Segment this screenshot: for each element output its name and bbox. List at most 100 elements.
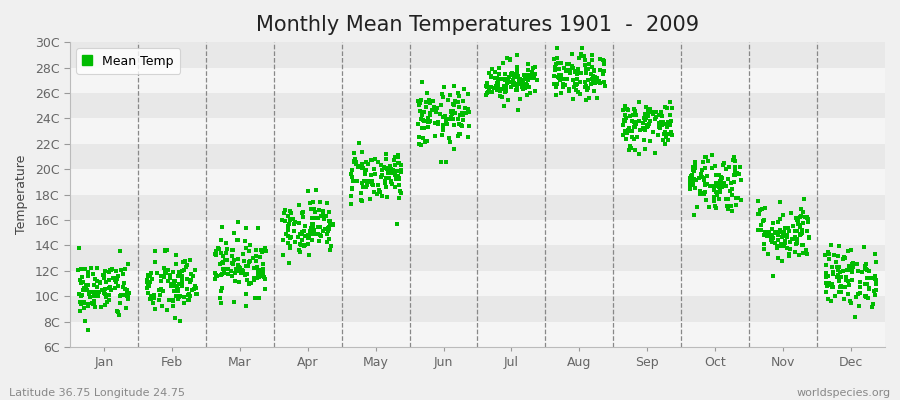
- Point: [166, 296, 180, 303]
- Point: [392, 160, 406, 166]
- Point: [490, 75, 504, 82]
- Point: [518, 76, 532, 82]
- Point: [86, 271, 100, 277]
- Point: [234, 268, 248, 274]
- Point: [710, 192, 724, 199]
- Point: [728, 158, 742, 164]
- Point: [275, 236, 290, 243]
- Point: [436, 114, 450, 120]
- Point: [789, 217, 804, 224]
- Point: [283, 245, 297, 251]
- Point: [522, 84, 536, 90]
- Point: [412, 108, 427, 114]
- Point: [479, 91, 493, 98]
- Point: [503, 57, 517, 64]
- Point: [628, 120, 643, 127]
- Point: [780, 224, 795, 231]
- Point: [374, 189, 388, 195]
- Point: [689, 176, 704, 183]
- Point: [305, 220, 320, 227]
- Point: [295, 237, 310, 243]
- Point: [628, 119, 643, 126]
- Point: [180, 276, 194, 282]
- Point: [392, 175, 406, 181]
- Point: [367, 166, 382, 172]
- Point: [345, 184, 359, 191]
- Point: [819, 271, 833, 278]
- Point: [257, 286, 272, 292]
- Point: [659, 121, 673, 127]
- Point: [344, 201, 358, 207]
- Point: [853, 290, 868, 297]
- Point: [846, 262, 860, 268]
- Point: [662, 122, 677, 128]
- Point: [225, 253, 239, 260]
- Point: [586, 72, 600, 79]
- Point: [832, 264, 846, 270]
- Point: [617, 118, 632, 124]
- Point: [584, 76, 598, 82]
- Point: [283, 235, 297, 242]
- Point: [556, 81, 571, 87]
- Point: [446, 102, 461, 108]
- Point: [778, 238, 793, 244]
- Point: [437, 113, 452, 119]
- Point: [778, 232, 793, 239]
- Point: [483, 73, 498, 80]
- Point: [548, 84, 562, 90]
- Point: [833, 283, 848, 290]
- Point: [574, 45, 589, 51]
- Point: [462, 109, 476, 115]
- Point: [858, 262, 872, 269]
- Point: [230, 236, 244, 243]
- Point: [77, 300, 92, 306]
- Point: [658, 129, 672, 135]
- Point: [579, 97, 593, 103]
- Point: [209, 272, 223, 278]
- Point: [112, 312, 126, 318]
- Point: [321, 225, 336, 232]
- Point: [390, 221, 404, 227]
- Point: [363, 196, 377, 202]
- Point: [414, 97, 428, 103]
- Point: [111, 273, 125, 280]
- Point: [158, 269, 173, 276]
- Point: [172, 294, 186, 300]
- Point: [663, 128, 678, 135]
- Point: [508, 82, 522, 88]
- Point: [321, 226, 336, 232]
- Point: [580, 66, 594, 73]
- Point: [768, 240, 782, 247]
- Point: [617, 118, 632, 124]
- Point: [372, 187, 386, 194]
- Point: [251, 271, 266, 277]
- Point: [364, 157, 379, 164]
- Point: [686, 167, 700, 173]
- Point: [309, 186, 323, 193]
- Point: [320, 231, 334, 237]
- Point: [140, 277, 155, 284]
- Point: [188, 283, 202, 290]
- Point: [583, 81, 598, 87]
- Point: [173, 269, 187, 275]
- Point: [593, 67, 608, 74]
- Point: [617, 103, 632, 110]
- Point: [867, 288, 881, 294]
- Point: [434, 102, 448, 108]
- Point: [514, 84, 528, 91]
- Point: [798, 213, 813, 220]
- Point: [684, 178, 698, 185]
- Point: [795, 230, 809, 236]
- Point: [819, 270, 833, 276]
- Point: [421, 124, 436, 130]
- Point: [709, 172, 724, 178]
- Point: [507, 81, 521, 88]
- Point: [795, 241, 809, 248]
- Point: [830, 274, 844, 280]
- Point: [698, 197, 713, 203]
- Point: [616, 122, 630, 129]
- Point: [412, 100, 427, 106]
- Point: [788, 227, 802, 234]
- Point: [639, 104, 653, 110]
- Point: [503, 71, 517, 77]
